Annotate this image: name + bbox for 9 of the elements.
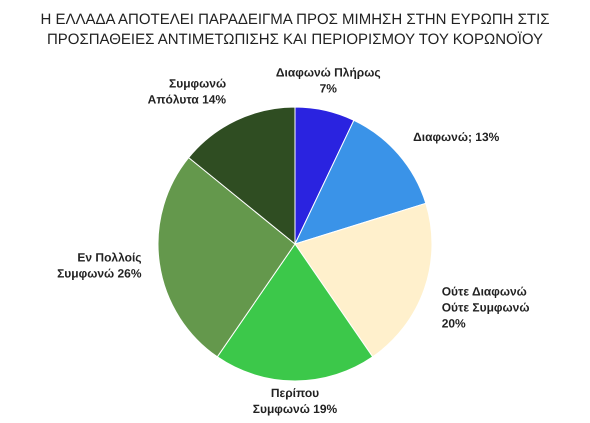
slice-label: Εν Πολλοίς Συμφωνώ 26% <box>57 250 142 280</box>
slice-label: Διαφωνώ Πλήρως <box>276 66 381 80</box>
slice-label: Συμφωνώ Απόλυτα 14% <box>148 76 226 107</box>
slice-label: Περίπου Συμφωνώ 19% <box>252 386 338 416</box>
chart-title: Η ΕΛΛΑΔΑ ΑΠΟΤΕΛΕΙ ΠΑΡΑΔΕΙΓΜΑ ΠΡΟΣ ΜΙΜΗΣΗ ΣΤΗΝ ΕΥΡΩΠΗ ΣΤΙΣ ΠΡΟΣΠΑΘΕΙΕΣ ΑΝΤΙΜΕΤΩΠΙΣΗΣ ΚΑΙ ΠΕΡΙΟΡΙΣΜΟΥ ΤΟΥ ΚΟΡΩΝΟΪΟΥ <box>40 11 550 48</box>
data-label: 7% <box>320 82 338 96</box>
data-label: 20% <box>442 316 466 330</box>
slice-label: Ούτε Διαφωνώ Ούτε Συμφωνώ <box>442 284 530 314</box>
slice-label: Διαφωνώ; 13% <box>413 130 500 144</box>
